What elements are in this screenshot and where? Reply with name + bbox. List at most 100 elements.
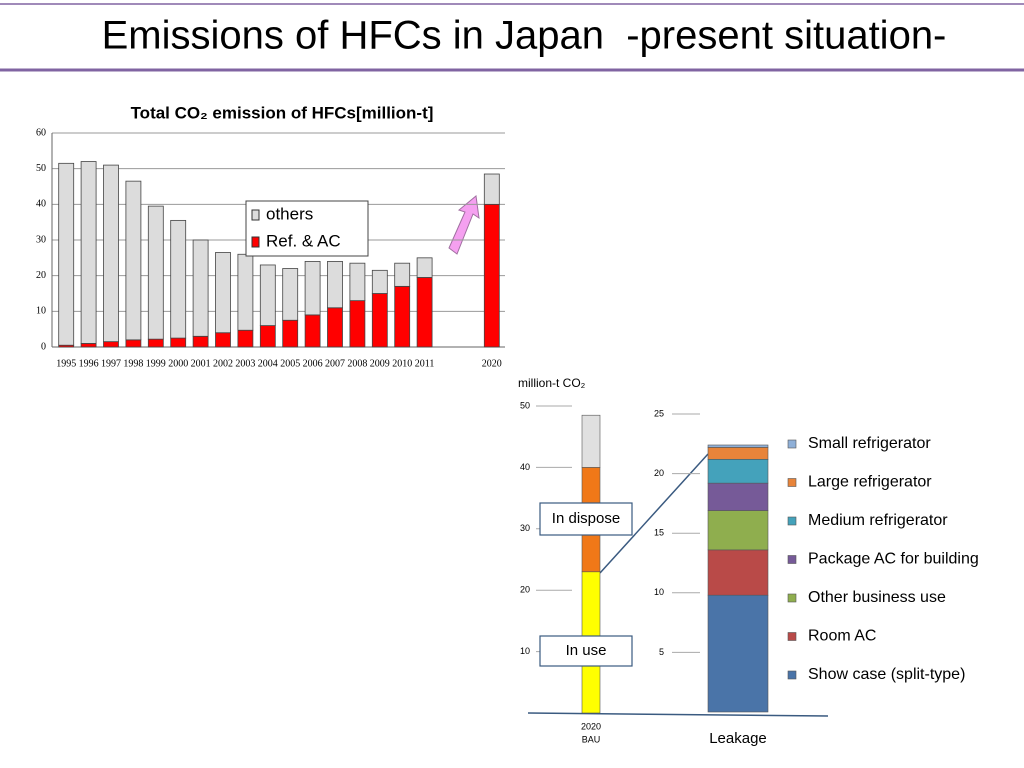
bar-segment	[282, 319, 299, 348]
bar-segment	[215, 252, 231, 334]
x-tick-label: 2006	[303, 358, 323, 369]
y-tick-label: 20	[654, 468, 664, 478]
x-tick-sublabel: BAU	[582, 734, 601, 744]
bar-segment	[259, 325, 276, 348]
x-tick-label: 2020	[581, 721, 601, 731]
bar-segment	[237, 329, 254, 348]
legend-label: Other business use	[808, 589, 946, 606]
y-tick-label: 10	[520, 646, 530, 656]
legend-swatch	[787, 516, 797, 526]
bar-segment	[237, 253, 254, 331]
bar-segment	[371, 293, 388, 348]
bar-segment	[327, 260, 343, 309]
x-tick-label: 2000	[168, 358, 188, 369]
y-tick-label: 60	[36, 127, 46, 138]
y-tick-label: 40	[520, 462, 530, 472]
legend-swatch	[787, 670, 797, 680]
legend-swatch	[251, 236, 260, 248]
legend-swatch	[251, 209, 260, 221]
x-tick-label: 2011	[415, 358, 435, 369]
bar-segment	[707, 510, 769, 551]
x-tick-label: 1997	[101, 358, 121, 369]
x-tick-label: 2010	[392, 358, 412, 369]
bar-segment	[416, 277, 433, 348]
bar-segment	[483, 203, 500, 348]
y-tick-label: 20	[520, 585, 530, 595]
x-tick-label: 1999	[146, 358, 166, 369]
legend-label: Show case (split-type)	[808, 666, 965, 683]
bar-segment	[80, 161, 97, 344]
y-tick-label: 20	[36, 270, 46, 281]
bar-segment	[58, 162, 75, 346]
bar-segment	[483, 173, 500, 205]
bar-segment	[125, 339, 142, 348]
y-tick-label: 10	[36, 306, 46, 317]
bar-segment	[304, 260, 321, 316]
bar-segment	[707, 594, 769, 713]
y-tick-label: 0	[41, 341, 46, 352]
bar-segment	[304, 314, 321, 348]
y-tick-label: 25	[654, 408, 664, 418]
bar-segment	[707, 458, 769, 484]
y-tick-label: 30	[36, 234, 46, 245]
bar-segment	[282, 268, 299, 321]
annotation-box	[539, 502, 633, 536]
legend-label: Package AC for building	[808, 551, 979, 568]
bar-segment	[416, 257, 433, 278]
legend-swatch	[787, 439, 797, 449]
legend-label: Room AC	[808, 628, 876, 645]
x-tick-label: 2009	[370, 358, 390, 369]
bar-segment	[192, 239, 209, 337]
connector	[527, 712, 829, 717]
legend-label: Large refrigerator	[808, 474, 932, 491]
bar-segment	[80, 343, 97, 348]
bar-segment	[707, 447, 769, 460]
annotation-box	[539, 635, 633, 667]
bar-segment	[125, 180, 142, 341]
bar-segment	[192, 335, 209, 348]
legend-box	[245, 200, 369, 257]
bar-segment	[170, 337, 187, 348]
legend-swatch	[787, 632, 797, 641]
y-tick-label: 40	[36, 199, 46, 210]
x-tick-label: 2004	[258, 358, 278, 369]
x-tick-label: 2005	[280, 358, 300, 369]
x-tick-label: Leakage	[709, 730, 767, 747]
x-tick-label: 1995	[56, 358, 76, 369]
y-tick-label: 15	[654, 528, 664, 538]
x-tick-label: 2002	[213, 358, 233, 369]
bar-segment	[349, 262, 366, 302]
chart-title: Total CO₂ emission of HFCs[million-t]	[131, 103, 434, 122]
x-tick-label: 1998	[123, 358, 143, 369]
x-tick-label: 2003	[235, 358, 255, 369]
x-tick-label: 2007	[325, 358, 345, 369]
bar-segment	[259, 264, 276, 327]
y-tick-label: 30	[520, 523, 530, 533]
bar-segment	[707, 482, 769, 511]
y-tick-label: 50	[520, 400, 530, 410]
x-tick-label: 2008	[347, 358, 367, 369]
y-axis-label: million-t CO₂	[518, 376, 586, 390]
bar-segment	[147, 338, 164, 348]
annotation-label: In dispose	[552, 510, 620, 527]
bar-segment	[394, 285, 411, 348]
legend-swatch	[787, 478, 797, 487]
bar-segment	[349, 300, 366, 348]
bar-segment	[147, 205, 164, 340]
x-tick-label: 2001	[191, 358, 211, 369]
bar-segment	[215, 332, 231, 348]
x-tick-label: 2020	[482, 358, 502, 369]
bar-segment	[394, 262, 411, 287]
legend-swatch	[787, 555, 797, 564]
annotation-label: In use	[566, 642, 607, 659]
bar-segment	[581, 414, 601, 468]
bar-segment	[327, 307, 343, 348]
y-tick-label: 10	[654, 587, 664, 597]
legend-label: Ref. & AC	[266, 231, 341, 250]
page-title: Emissions of HFCs in Japan -present situ…	[102, 14, 947, 58]
bar-segment	[170, 219, 187, 339]
bar-segment	[707, 444, 769, 448]
bar-segment	[103, 341, 119, 348]
